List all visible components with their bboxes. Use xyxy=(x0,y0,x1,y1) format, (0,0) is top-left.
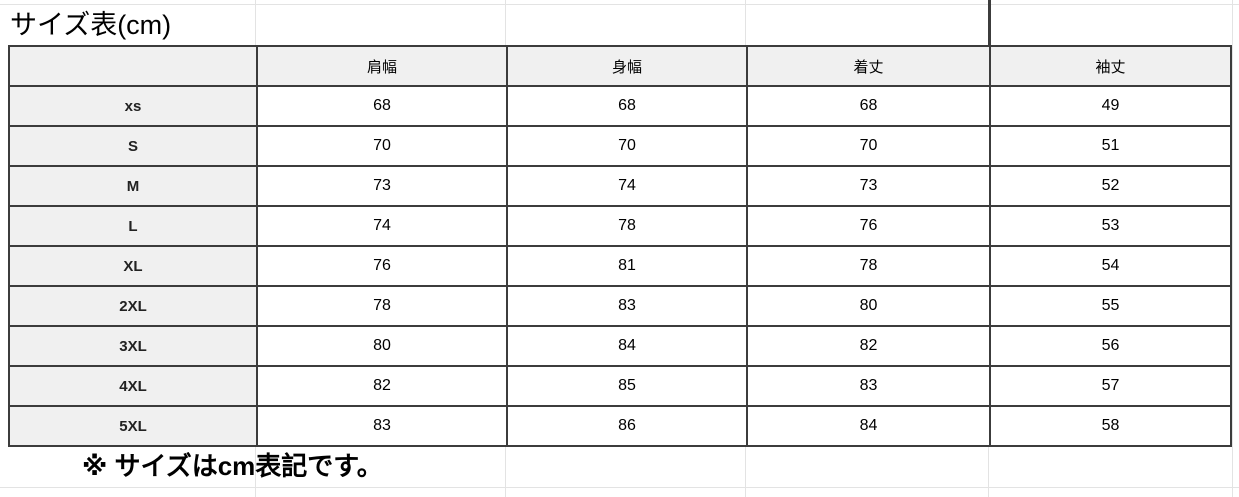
measure-sleeve: 52 xyxy=(989,165,1232,207)
size-label: 3XL xyxy=(8,325,258,367)
page-title: サイズ表(cm) xyxy=(10,10,172,40)
measure-length: 76 xyxy=(746,205,991,247)
measure-length: 73 xyxy=(746,165,991,207)
measure-chest: 78 xyxy=(506,205,748,247)
measure-length: 80 xyxy=(746,285,991,327)
size-label: xs xyxy=(8,85,258,127)
column-header-length: 着丈 xyxy=(746,45,991,87)
measure-shoulder: 78 xyxy=(256,285,508,327)
table-row: 4XL 82 85 83 57 xyxy=(8,365,1232,407)
table-row: XL 76 81 78 54 xyxy=(8,245,1232,287)
table-row: 3XL 80 84 82 56 xyxy=(8,325,1232,367)
measure-chest: 83 xyxy=(506,285,748,327)
measure-shoulder: 80 xyxy=(256,325,508,367)
size-label: 4XL xyxy=(8,365,258,407)
table-row: 2XL 78 83 80 55 xyxy=(8,285,1232,327)
sheet-gridline-horizontal xyxy=(0,487,1239,488)
size-label: L xyxy=(8,205,258,247)
measure-length: 68 xyxy=(746,85,991,127)
column-header-shoulder: 肩幅 xyxy=(256,45,508,87)
measure-sleeve: 54 xyxy=(989,245,1232,287)
measure-sleeve: 58 xyxy=(989,405,1232,447)
table-header-row: 肩幅 身幅 着丈 袖丈 xyxy=(8,45,1232,87)
measure-shoulder: 73 xyxy=(256,165,508,207)
measure-shoulder: 83 xyxy=(256,405,508,447)
measure-chest: 86 xyxy=(506,405,748,447)
measure-chest: 74 xyxy=(506,165,748,207)
measure-length: 70 xyxy=(746,125,991,167)
measure-length: 78 xyxy=(746,245,991,287)
sheet-column-border-dark xyxy=(988,0,991,45)
measure-length: 84 xyxy=(746,405,991,447)
measure-sleeve: 56 xyxy=(989,325,1232,367)
measure-length: 83 xyxy=(746,365,991,407)
column-header-chest: 身幅 xyxy=(506,45,748,87)
sheet-gridline-vertical xyxy=(1232,0,1233,497)
table-row: M 73 74 73 52 xyxy=(8,165,1232,207)
measure-shoulder: 74 xyxy=(256,205,508,247)
size-label: XL xyxy=(8,245,258,287)
measure-sleeve: 55 xyxy=(989,285,1232,327)
measure-length: 82 xyxy=(746,325,991,367)
measure-chest: 84 xyxy=(506,325,748,367)
measure-shoulder: 70 xyxy=(256,125,508,167)
column-header-sleeve: 袖丈 xyxy=(989,45,1232,87)
measure-sleeve: 57 xyxy=(989,365,1232,407)
measure-sleeve: 53 xyxy=(989,205,1232,247)
measure-shoulder: 76 xyxy=(256,245,508,287)
footnote-text: ※ サイズはcm表記です。 xyxy=(82,451,383,481)
table-row: S 70 70 70 51 xyxy=(8,125,1232,167)
measure-sleeve: 51 xyxy=(989,125,1232,167)
size-label: 2XL xyxy=(8,285,258,327)
size-label: M xyxy=(8,165,258,207)
measure-shoulder: 82 xyxy=(256,365,508,407)
measure-chest: 81 xyxy=(506,245,748,287)
size-chart-table: 肩幅 身幅 着丈 袖丈 xs 68 68 68 49 S 70 70 70 51 xyxy=(8,45,1232,447)
table-row: 5XL 83 86 84 58 xyxy=(8,405,1232,447)
size-label: 5XL xyxy=(8,405,258,447)
measure-chest: 70 xyxy=(506,125,748,167)
measure-chest: 85 xyxy=(506,365,748,407)
size-label: S xyxy=(8,125,258,167)
table-row: L 74 78 76 53 xyxy=(8,205,1232,247)
measure-chest: 68 xyxy=(506,85,748,127)
table-row: xs 68 68 68 49 xyxy=(8,85,1232,127)
sheet-gridline-horizontal xyxy=(0,4,1239,5)
column-header-size xyxy=(8,45,258,87)
measure-sleeve: 49 xyxy=(989,85,1232,127)
measure-shoulder: 68 xyxy=(256,85,508,127)
